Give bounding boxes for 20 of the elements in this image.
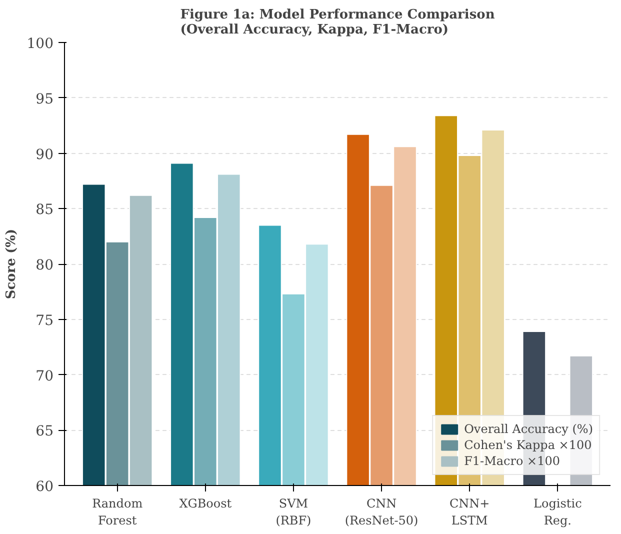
legend-label: Overall Accuracy (%) — [464, 422, 593, 436]
x-tick-label: CNN (ResNet-50) — [344, 496, 418, 528]
y-tick-label: 90 — [36, 146, 54, 163]
x-tick-label: SVM (RBF) — [276, 496, 312, 528]
y-tick-label: 60 — [36, 479, 54, 495]
x-tick-label: XGBoost — [179, 496, 232, 510]
legend-label: F1-Macro ×100 — [464, 454, 560, 468]
y-tick-label: 85 — [36, 202, 54, 218]
x-tick-label: CNN+ LSTM — [449, 496, 490, 528]
y-axis-title: Score (%) — [4, 228, 19, 300]
y-tick-label: 65 — [36, 424, 54, 440]
y-tick-label: 70 — [36, 368, 54, 384]
y-tick-label: 95 — [36, 91, 54, 108]
x-tick-label: Logistic Reg. — [534, 496, 582, 528]
y-tick-label: 100 — [26, 36, 54, 52]
legend-label: Cohen's Kappa ×100 — [464, 438, 592, 452]
y-tick-label: 80 — [36, 258, 54, 274]
x-tick-label: Random Forest — [92, 496, 144, 528]
chart-title: Figure 1a: Model Performance Comparison (Overall Accuracy, Kappa, F1-Macro) — [180, 8, 496, 38]
y-tick-label: 75 — [36, 312, 54, 329]
